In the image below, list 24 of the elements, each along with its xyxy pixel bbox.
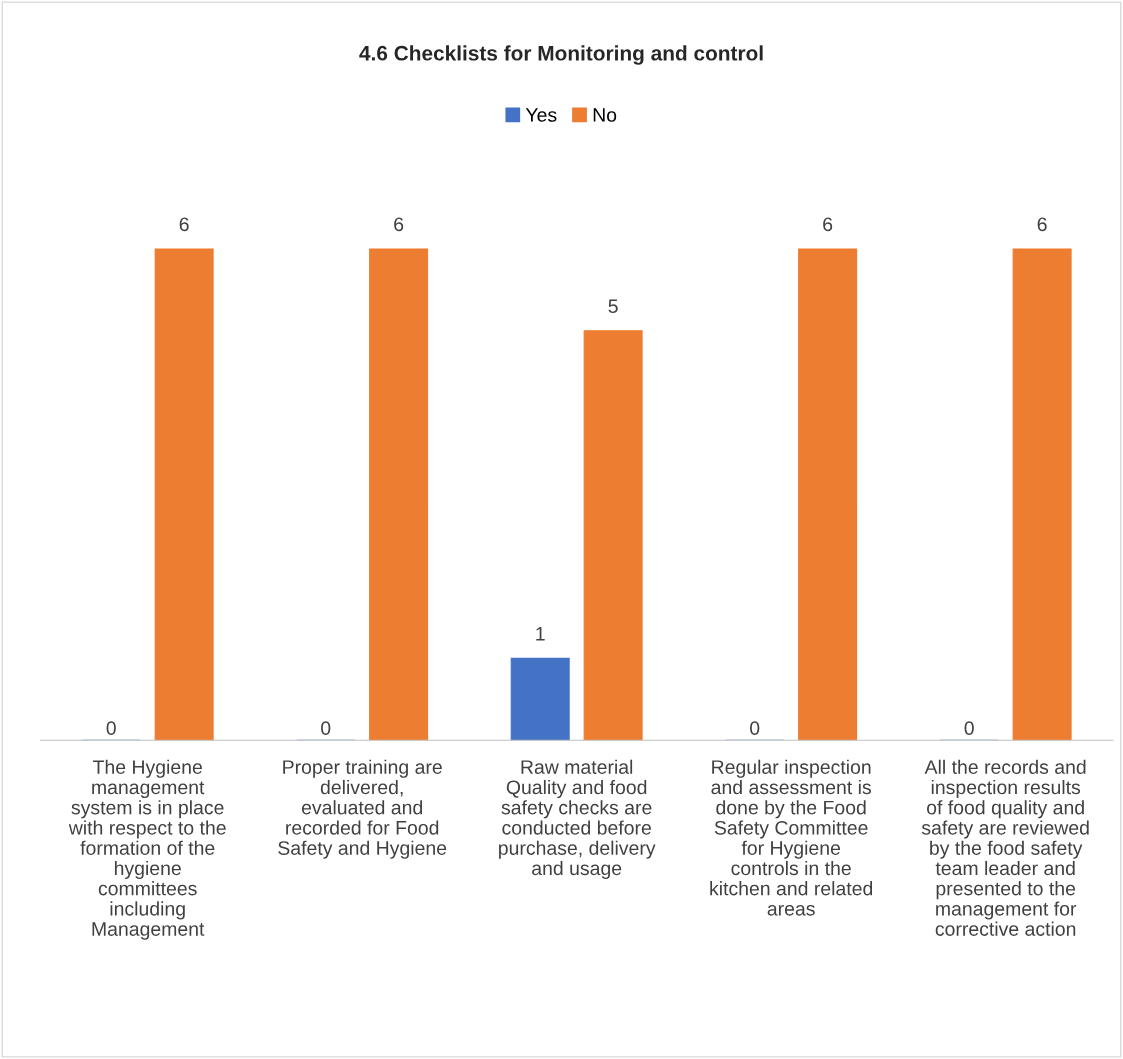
chart-title: 4.6 Checklists for Monitoring and control [359,45,763,65]
data-label: 1 [536,627,545,641]
x-tick-label: Regular inspection and assessment is done by the Food Safety Committee for Hygiene controls in the kitchen and related areas [710,759,873,916]
bar [154,248,214,741]
data-label: 5 [608,299,618,314]
category-label: The Hygiene management system is in place with respect to the formation of the hygiene committees including Management [68,759,226,940]
bar [798,248,858,741]
data-label: 6 [823,217,833,232]
data-label: 0 [321,721,331,736]
data-label: 0 [750,721,760,736]
bar [583,330,643,741]
legend-label: Yes [525,108,557,122]
legend-label: No [593,108,617,122]
data-label: 0 [964,721,974,736]
data-label: 0 [106,721,116,736]
data-label: 6 [179,217,189,232]
x-tick-label: Proper training are delivered, evaluated and recorded for Food Safety and Hygiene [278,759,447,859]
bar [369,248,429,741]
x-tick-label: Raw material Quality and food safety checks are conducted before purchase, delivery and usage [499,759,656,880]
category-label: All the records and inspection results of food quality and safety are reviewed by the food safety team leader and presented to the management for corrective action [921,759,1089,936]
data-label: 6 [394,217,404,232]
data-label: 6 [1037,217,1047,232]
bar [1012,248,1072,741]
bar [510,657,570,741]
